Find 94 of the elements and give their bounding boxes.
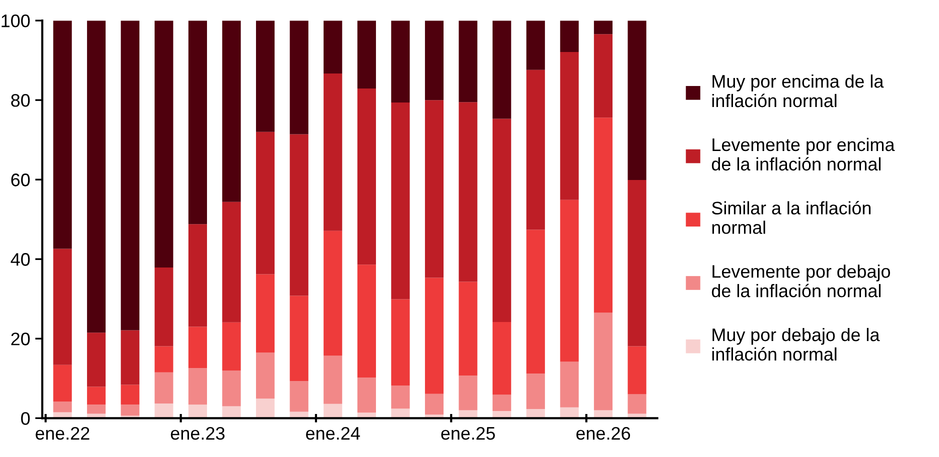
bar bbox=[458, 376, 478, 410]
bar bbox=[222, 322, 241, 370]
bar bbox=[256, 398, 275, 418]
bar bbox=[87, 20, 106, 333]
bar bbox=[324, 356, 342, 404]
bar bbox=[154, 372, 174, 404]
x-tick-label: ene.24 bbox=[306, 426, 360, 440]
bar bbox=[290, 134, 308, 296]
bar bbox=[154, 267, 174, 346]
bar bbox=[560, 20, 579, 52]
bar bbox=[154, 403, 174, 418]
legend-label: Similar a la inflación normal bbox=[712, 201, 871, 234]
bar bbox=[357, 378, 376, 413]
bar bbox=[560, 362, 579, 408]
bar bbox=[290, 381, 308, 412]
bar bbox=[188, 368, 207, 405]
bar bbox=[87, 386, 106, 405]
bar bbox=[526, 70, 545, 230]
bar bbox=[324, 20, 342, 74]
bar bbox=[424, 278, 444, 394]
legend-label: Muy por debajo de la inflación normal bbox=[712, 328, 880, 361]
bar bbox=[87, 332, 106, 387]
bar bbox=[458, 102, 478, 282]
bar bbox=[628, 346, 646, 394]
x-tick-label: ene.25 bbox=[441, 426, 495, 440]
bar bbox=[492, 20, 512, 119]
bar bbox=[628, 20, 646, 180]
bar bbox=[120, 330, 140, 385]
bar bbox=[391, 20, 410, 102]
bar bbox=[222, 406, 241, 418]
bar bbox=[120, 384, 140, 405]
bar bbox=[594, 312, 613, 410]
y-tick-label: 60 bbox=[11, 174, 30, 186]
bar bbox=[290, 296, 308, 382]
bar bbox=[492, 322, 512, 395]
bar bbox=[188, 404, 207, 418]
bar bbox=[53, 248, 72, 365]
bar bbox=[188, 224, 207, 327]
bar bbox=[290, 20, 308, 134]
bar bbox=[256, 274, 275, 353]
bar bbox=[188, 20, 207, 224]
bar bbox=[324, 230, 342, 356]
bar bbox=[53, 364, 72, 402]
bar bbox=[154, 346, 174, 372]
x-tick-label: ene.26 bbox=[576, 426, 630, 440]
bar bbox=[391, 299, 410, 386]
bar bbox=[526, 20, 545, 70]
y-tick-label: 80 bbox=[11, 94, 30, 107]
bar bbox=[357, 88, 376, 265]
bar bbox=[391, 386, 410, 409]
bar bbox=[526, 230, 545, 374]
bar bbox=[391, 102, 410, 300]
bar bbox=[424, 20, 444, 100]
bar bbox=[560, 200, 579, 362]
y-tick-label: 0 bbox=[21, 412, 30, 425]
bar bbox=[594, 34, 613, 118]
bar bbox=[357, 264, 376, 378]
bar bbox=[560, 52, 579, 200]
legend-label: Levemente por debajo de la inflación normal bbox=[712, 264, 890, 298]
bar bbox=[357, 20, 376, 89]
legend-label: Levemente por encima de la inflación normal bbox=[712, 138, 895, 171]
bar bbox=[53, 20, 72, 249]
bar bbox=[526, 374, 545, 410]
bar bbox=[222, 202, 241, 322]
bar bbox=[424, 100, 444, 278]
bar bbox=[324, 404, 342, 418]
bar bbox=[458, 282, 478, 376]
bar bbox=[222, 20, 241, 202]
bar bbox=[628, 394, 646, 414]
bar bbox=[154, 20, 174, 268]
bar bbox=[458, 20, 478, 102]
bar bbox=[53, 401, 72, 412]
bar bbox=[256, 352, 275, 399]
bar bbox=[391, 408, 410, 418]
bar bbox=[120, 20, 140, 330]
bar bbox=[628, 180, 646, 346]
bar bbox=[492, 118, 512, 322]
bar bbox=[424, 394, 444, 415]
bar bbox=[324, 73, 342, 231]
bar bbox=[120, 404, 140, 416]
legend-label: Muy por encima de la inflación normal bbox=[712, 74, 884, 108]
y-tick-label: 100 bbox=[2, 14, 30, 28]
bar bbox=[256, 132, 275, 274]
bar bbox=[222, 370, 241, 406]
bar bbox=[188, 326, 207, 368]
bar bbox=[492, 394, 512, 411]
x-tick-label: ene.22 bbox=[36, 426, 90, 440]
x-tick-label: ene.23 bbox=[170, 426, 225, 440]
bar bbox=[594, 20, 613, 34]
y-tick-label: 20 bbox=[11, 332, 30, 346]
bar bbox=[87, 404, 106, 414]
y-tick-label: 40 bbox=[10, 253, 30, 266]
bar bbox=[594, 118, 613, 313]
bar bbox=[256, 20, 275, 132]
